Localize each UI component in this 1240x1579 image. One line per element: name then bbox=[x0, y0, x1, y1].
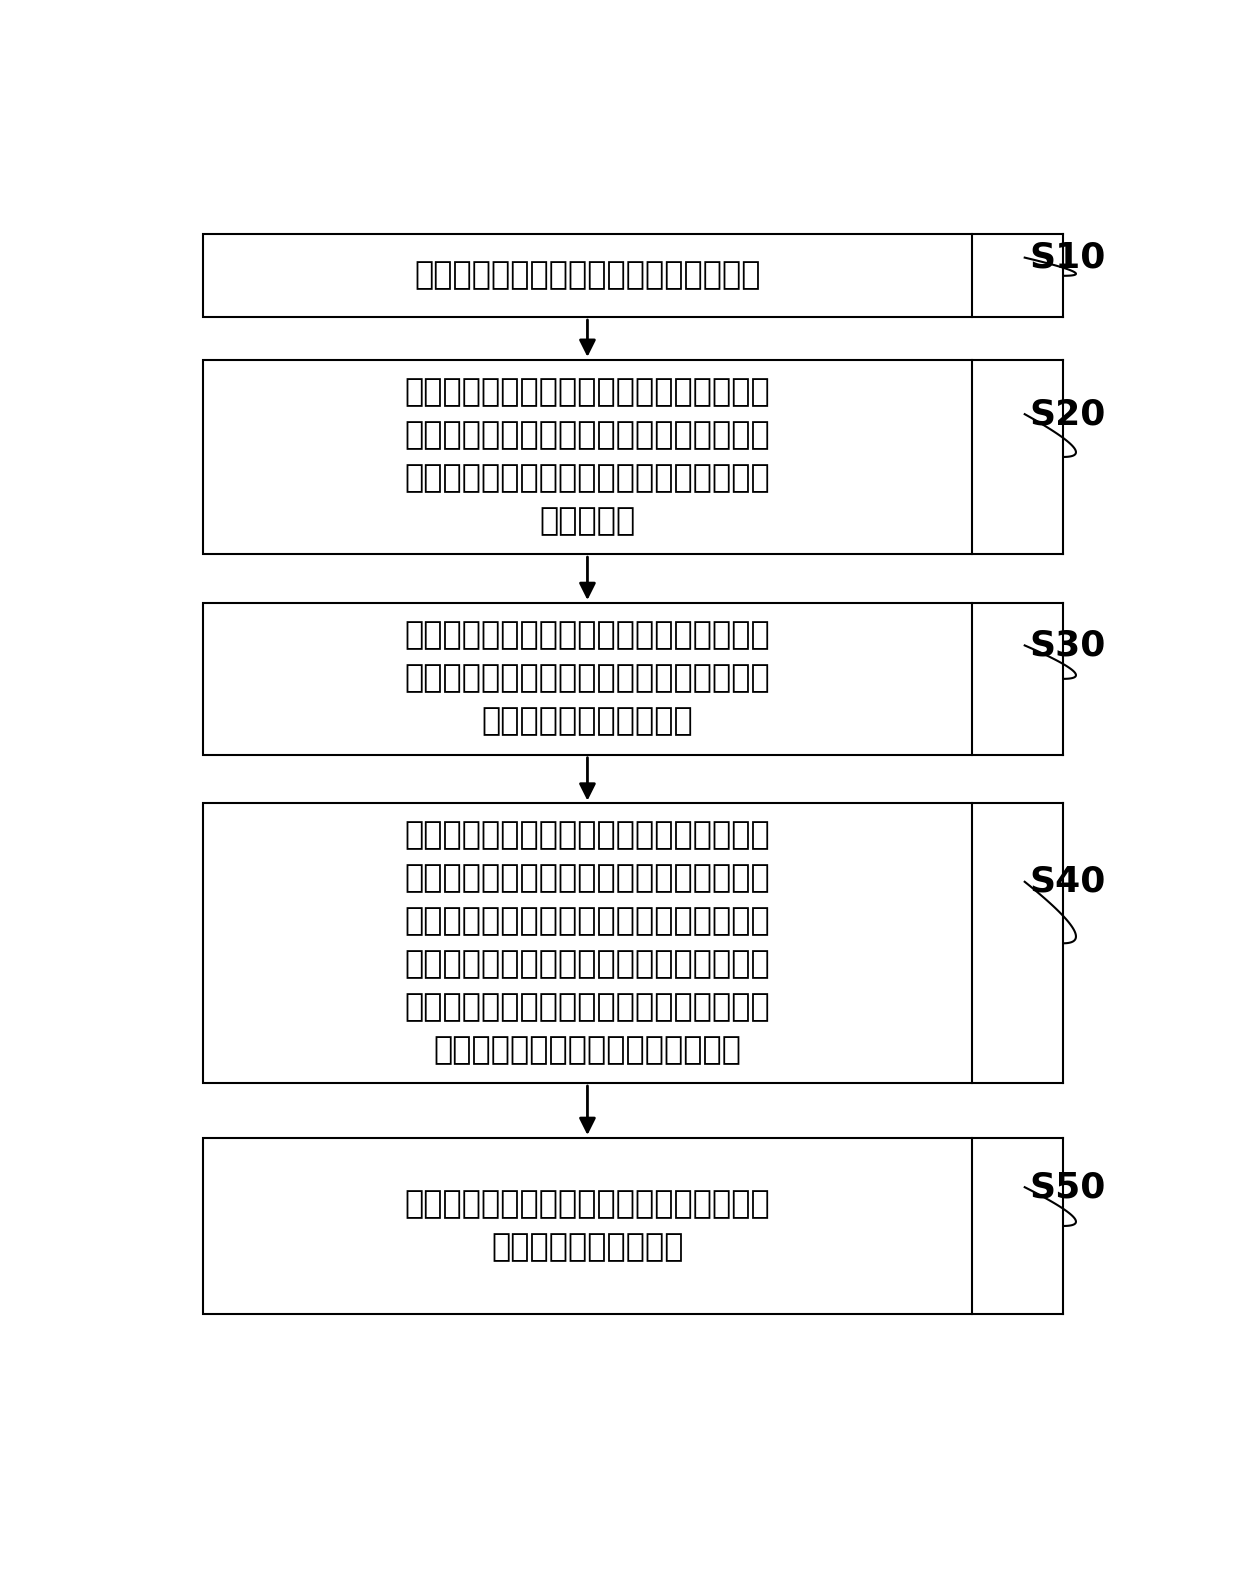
Text: 若该空调器满足除霜条件，控制该空调器进
入除霜模式以进行除霜: 若该空调器满足除霜条件，控制该空调器进 入除霜模式以进行除霜 bbox=[404, 1189, 770, 1263]
Text: 在该压缩机运行第一预设时间后，获取室外
机盘管内制冷剂流速有效值、室内环境温度
有效值、室外环境温度有效值和室内机盘管
温度有效值: 在该压缩机运行第一预设时间后，获取室外 机盘管内制冷剂流速有效值、室内环境温度 … bbox=[404, 377, 770, 537]
Text: 控制空调器的压缩机启动以进行制热运行: 控制空调器的压缩机启动以进行制热运行 bbox=[414, 261, 760, 291]
Text: S30: S30 bbox=[1029, 628, 1106, 663]
Text: S40: S40 bbox=[1029, 865, 1106, 898]
Bar bbox=[203, 1138, 972, 1314]
Bar bbox=[203, 360, 972, 554]
Text: 获取室外机盘管内制冷剂第一流速当前值、
室内环境温度当前值、室外环境温度当前值
和室内机盘管温度当前值: 获取室外机盘管内制冷剂第一流速当前值、 室内环境温度当前值、室外环境温度当前值 … bbox=[404, 621, 770, 737]
Text: S10: S10 bbox=[1029, 240, 1106, 275]
Bar bbox=[203, 603, 972, 755]
Text: S20: S20 bbox=[1029, 398, 1106, 431]
Text: S50: S50 bbox=[1029, 1170, 1106, 1205]
Text: 根据该室外机盘管内制冷剂流速有效值、室
内环境温度有效值、室外环境温度有效值、
室内机盘管温度有效值和室外机盘管内制冷
剂第一流速当前值、室内环境温度当前值、
: 根据该室外机盘管内制冷剂流速有效值、室 内环境温度有效值、室外环境温度有效值、 … bbox=[404, 821, 770, 1066]
Bar bbox=[203, 234, 972, 317]
Bar bbox=[203, 804, 972, 1083]
